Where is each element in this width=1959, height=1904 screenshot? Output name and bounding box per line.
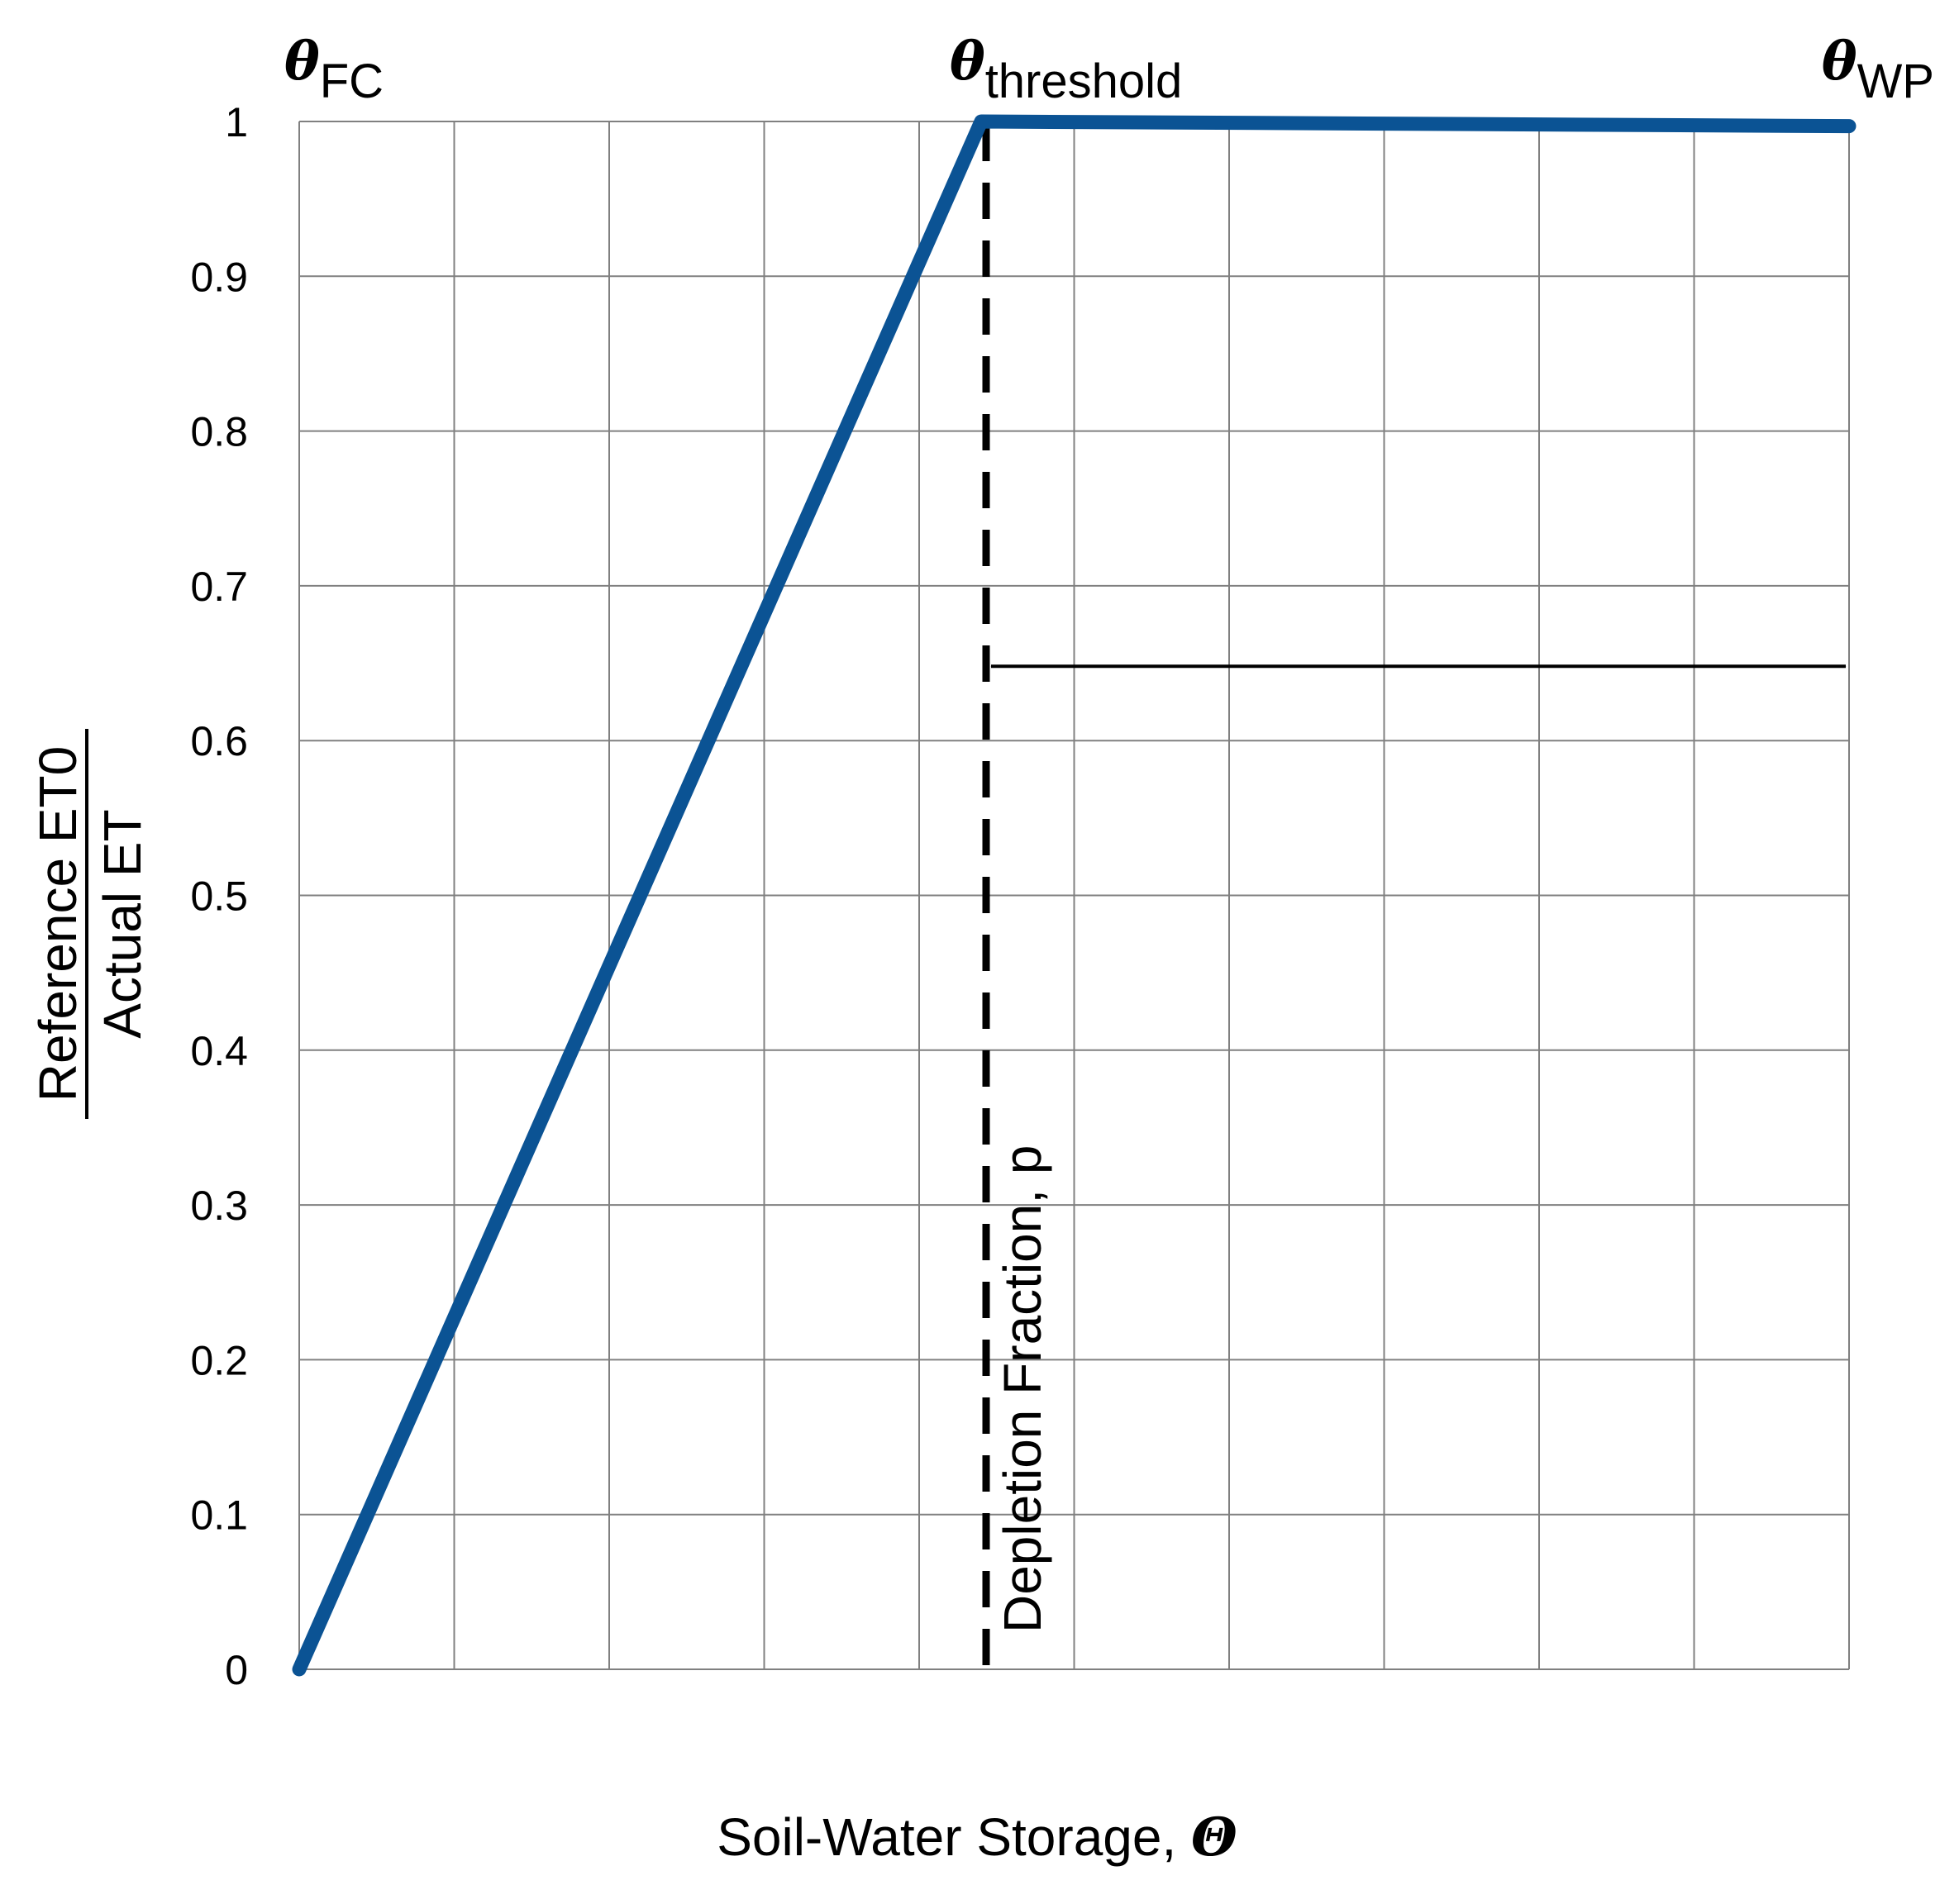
theta-subscript: threshold [985,55,1183,108]
y-tick-labels: 0 0.1 0.2 0.3 0.4 0.5 0.6 0.7 0.8 0.9 1 [190,99,248,1693]
theta-fc-label: θFC [284,31,384,108]
theta-symbol: θ [284,31,320,93]
y-tick-label: 0.2 [190,1337,248,1383]
y-tick-label: 0.7 [190,564,248,610]
y-axis-label: Reference ET0 Actual ET [28,729,152,1119]
theta-subscript: WP [1857,55,1934,108]
series-group [292,114,1857,1677]
y-tick-label: 0.8 [190,409,248,455]
x-axis-label: Soil-Water Storage, Θ [717,1806,1237,1868]
grid [298,121,1850,1670]
theta-wp-label: θWP [1822,31,1934,108]
theta-markers: θFC θthreshold θWP [284,31,1934,108]
y-tick-label: 1 [225,99,248,145]
y-tick-label: 0.9 [190,254,248,300]
depletion-fraction-label: Depletion Fraction, p [993,1145,1052,1633]
theta-subscript: FC [320,55,384,108]
y-tick-label: 0.4 [190,1028,248,1074]
y-tick-label: 0.6 [190,718,248,764]
y-label-numerator: Reference ET0 [28,746,88,1102]
y-label-denominator: Actual ET [93,809,152,1038]
y-tick-label: 0.1 [190,1492,248,1539]
theta-symbol: θ [1822,31,1857,93]
y-tick-label: 0.5 [190,873,248,920]
theta-threshold-label: θthreshold [950,31,1182,108]
y-tick-label: 0 [225,1647,248,1693]
y-tick-label: 0.3 [190,1183,248,1229]
theta-symbol: θ [950,31,985,93]
series-line [292,114,1857,1677]
x-axis-theta-symbol: Θ [1191,1806,1237,1868]
x-axis-label-text: Soil-Water Storage, [717,1807,1191,1867]
